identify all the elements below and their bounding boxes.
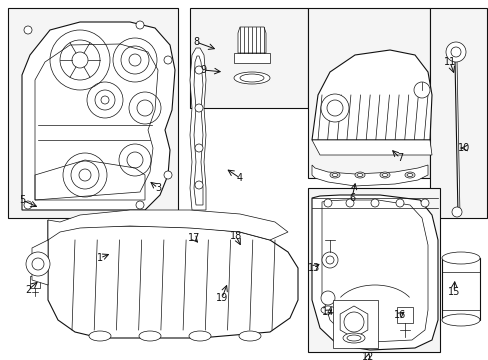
Ellipse shape	[329, 172, 339, 178]
Text: 3: 3	[155, 183, 161, 193]
Bar	[307, 8, 429, 178]
Circle shape	[321, 252, 337, 268]
Text: 11: 11	[443, 57, 455, 67]
Text: 13: 13	[307, 263, 320, 273]
Ellipse shape	[139, 331, 161, 341]
Text: 12: 12	[361, 352, 373, 360]
Polygon shape	[311, 140, 431, 155]
Polygon shape	[190, 48, 205, 210]
Circle shape	[32, 258, 44, 270]
Circle shape	[320, 291, 334, 305]
Circle shape	[195, 181, 203, 189]
Text: 8: 8	[193, 37, 199, 47]
Polygon shape	[243, 240, 252, 252]
Circle shape	[195, 264, 203, 272]
Ellipse shape	[200, 241, 209, 255]
Text: 16: 16	[393, 310, 406, 320]
Text: 1: 1	[97, 253, 103, 263]
Ellipse shape	[441, 314, 479, 326]
Polygon shape	[340, 306, 367, 338]
Ellipse shape	[89, 331, 111, 341]
Ellipse shape	[239, 331, 261, 341]
Polygon shape	[48, 210, 287, 240]
Ellipse shape	[189, 331, 210, 341]
Circle shape	[136, 201, 143, 209]
Polygon shape	[30, 276, 40, 288]
Circle shape	[163, 56, 172, 64]
Circle shape	[24, 201, 32, 209]
Polygon shape	[311, 50, 431, 140]
Circle shape	[92, 250, 128, 286]
Ellipse shape	[404, 172, 414, 178]
Text: 19: 19	[215, 293, 228, 303]
Polygon shape	[311, 195, 437, 350]
Ellipse shape	[320, 306, 334, 314]
Ellipse shape	[342, 333, 364, 343]
Ellipse shape	[354, 172, 364, 178]
Bar	[8, 8, 178, 218]
Circle shape	[195, 254, 203, 262]
Circle shape	[450, 47, 460, 57]
Circle shape	[395, 199, 403, 207]
Text: 4: 4	[237, 173, 243, 183]
Bar	[307, 188, 439, 352]
Ellipse shape	[234, 72, 269, 84]
Text: 9: 9	[200, 65, 205, 75]
Text: 10: 10	[457, 143, 469, 153]
Circle shape	[195, 104, 203, 112]
Circle shape	[420, 199, 428, 207]
Circle shape	[451, 207, 461, 217]
Bar	[332, 300, 377, 348]
Polygon shape	[32, 240, 48, 285]
Circle shape	[26, 252, 50, 276]
Circle shape	[195, 214, 203, 222]
Circle shape	[195, 234, 203, 242]
Bar	[441, 258, 479, 320]
Circle shape	[370, 199, 378, 207]
Circle shape	[136, 21, 143, 29]
Circle shape	[343, 312, 363, 332]
Text: 14: 14	[321, 307, 333, 317]
Circle shape	[102, 260, 118, 276]
Text: 7: 7	[396, 153, 402, 163]
Bar	[429, 8, 486, 218]
Circle shape	[195, 66, 203, 74]
Text: 5: 5	[19, 195, 25, 205]
Circle shape	[346, 199, 353, 207]
Polygon shape	[22, 22, 175, 210]
Circle shape	[195, 244, 203, 252]
Circle shape	[325, 256, 333, 264]
Polygon shape	[396, 307, 412, 323]
Circle shape	[324, 199, 331, 207]
Text: 6: 6	[348, 193, 354, 203]
Circle shape	[195, 224, 203, 232]
Circle shape	[195, 144, 203, 152]
Circle shape	[70, 228, 150, 308]
Circle shape	[445, 42, 465, 62]
Text: 17: 17	[187, 233, 200, 243]
Circle shape	[243, 251, 252, 261]
Ellipse shape	[379, 172, 389, 178]
Text: 2: 2	[25, 285, 31, 295]
Ellipse shape	[441, 252, 479, 264]
Circle shape	[58, 216, 162, 320]
Circle shape	[24, 26, 32, 34]
Circle shape	[326, 100, 342, 116]
Polygon shape	[234, 53, 269, 63]
Polygon shape	[48, 220, 297, 338]
Circle shape	[413, 82, 429, 98]
Bar	[190, 8, 307, 108]
Circle shape	[163, 171, 172, 179]
Circle shape	[320, 94, 348, 122]
Text: 18: 18	[229, 231, 242, 241]
Text: 15: 15	[447, 287, 459, 297]
Polygon shape	[311, 165, 427, 186]
Polygon shape	[238, 27, 265, 53]
